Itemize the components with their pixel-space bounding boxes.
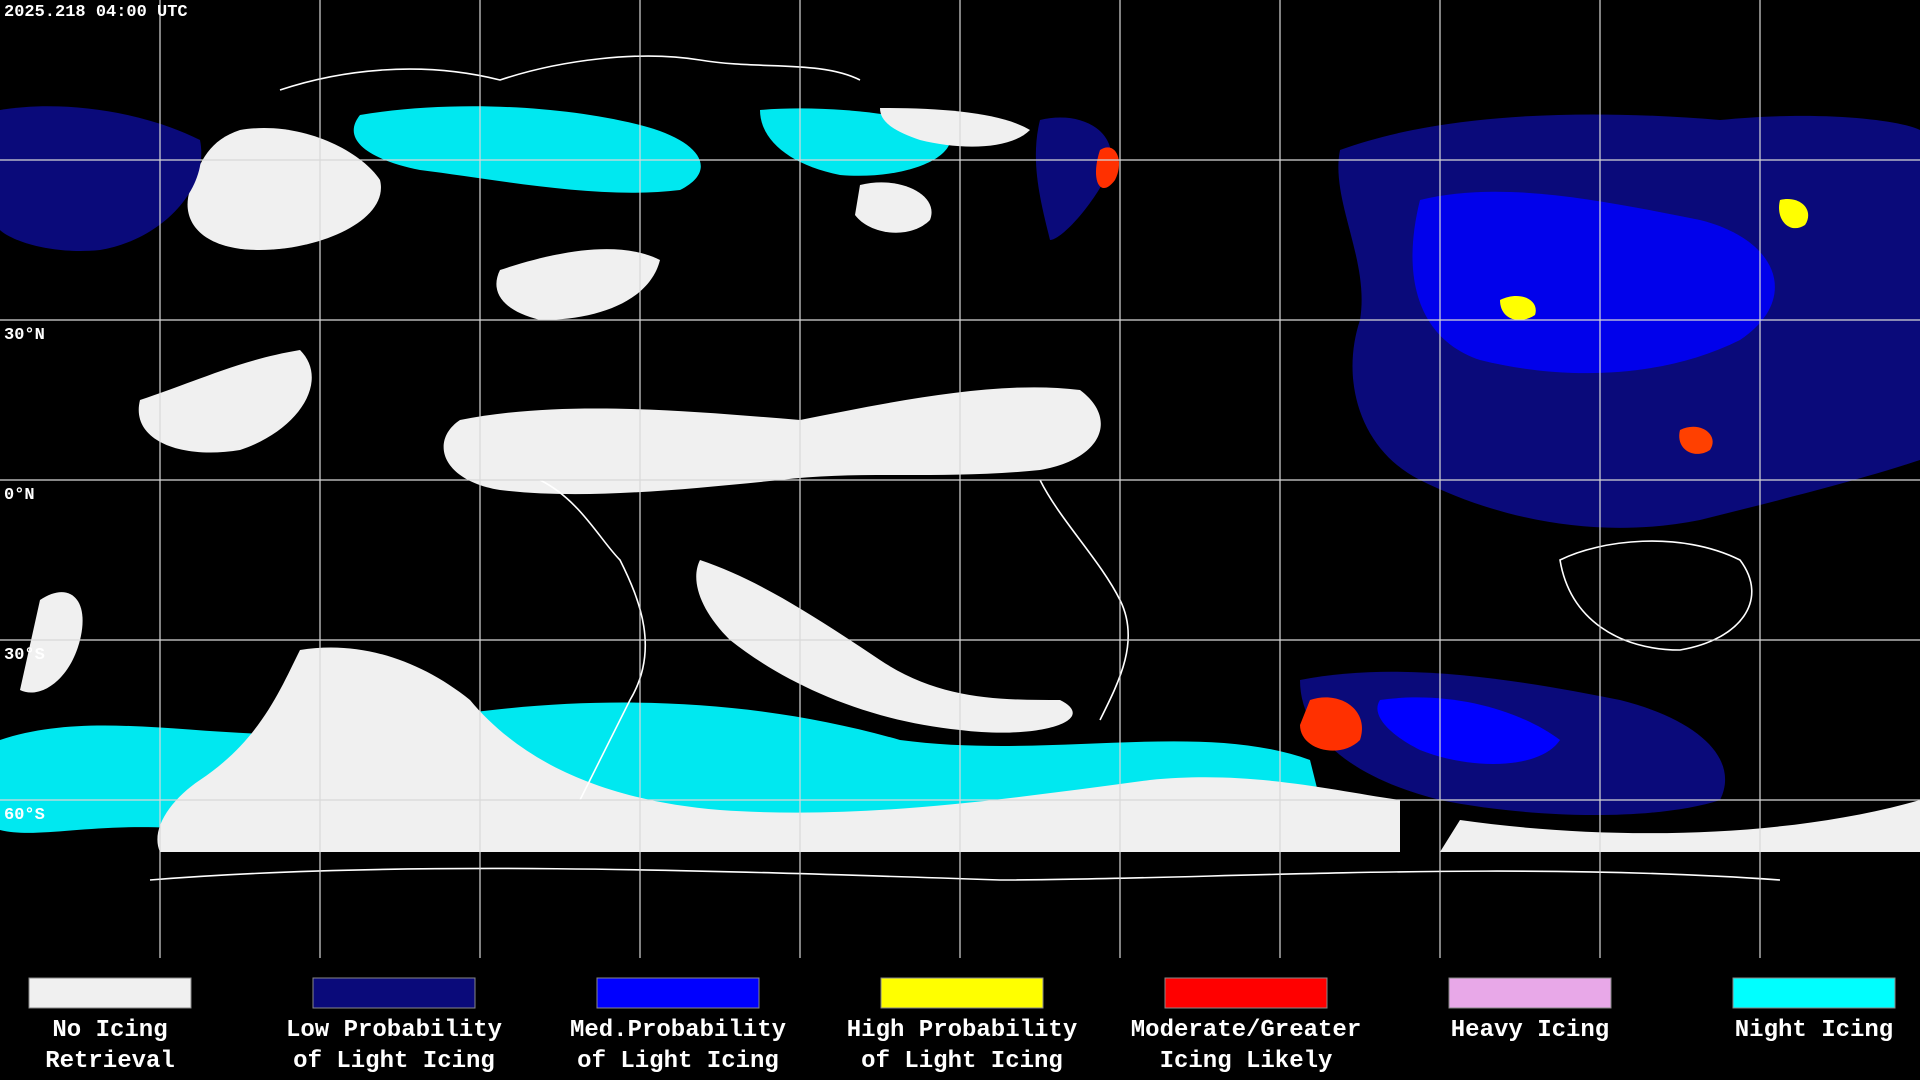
latitude-label: 0°N [4, 486, 35, 505]
legend-label: Retrieval [45, 1048, 175, 1075]
legend-label: of Light Icing [293, 1048, 495, 1075]
no-icing-area [157, 647, 1401, 852]
low-probability-area [0, 106, 202, 251]
legend-label: Low Probability [286, 1017, 502, 1044]
no-icing-area [1440, 800, 1920, 852]
medium-probability-area [1412, 191, 1775, 374]
high-probability-area [1500, 295, 1536, 320]
coastline [149, 867, 1781, 881]
legend-swatch [28, 977, 192, 1009]
legend-swatch [1732, 977, 1896, 1009]
legend-label: Moderate/Greater [1131, 1017, 1361, 1044]
graticule [0, 0, 1920, 958]
legend-label: Night Icing [1735, 1017, 1893, 1044]
night-icing-area [353, 106, 701, 193]
legend-label: Icing Likely [1160, 1048, 1333, 1075]
legend-label: No Icing [52, 1017, 167, 1044]
legend-swatch [312, 977, 476, 1009]
legend-swatch [596, 977, 760, 1009]
no-icing-area [443, 387, 1101, 495]
latitude-label: 30°S [4, 646, 45, 665]
no-icing-area [880, 108, 1030, 147]
no-icing-area [138, 350, 312, 453]
legend-label: Med.Probability [570, 1017, 786, 1044]
no-icing-area [20, 592, 83, 693]
moderate-icing-area [1300, 697, 1362, 751]
moderate-icing-area [1679, 426, 1713, 454]
no-icing-area [496, 249, 660, 320]
cloud-field [0, 106, 1920, 852]
legend-label: High Probability [847, 1017, 1077, 1044]
legend-swatch [1448, 977, 1612, 1009]
legend-label: Heavy Icing [1451, 1017, 1609, 1044]
legend: No Icing Retrieval Low Probability of Light… [28, 977, 1896, 1075]
coastline [539, 479, 647, 801]
latitude-label: 30°N [4, 326, 45, 345]
medium-probability-area [1377, 697, 1560, 764]
coastline [279, 55, 861, 91]
timestamp: 2025.218 04:00 UTC [4, 3, 188, 22]
no-icing-area [187, 128, 381, 250]
latitude-labels: 30°N 0°N 30°S 60°S [4, 326, 45, 825]
no-icing-area [855, 182, 932, 233]
latitude-label: 60°S [4, 806, 45, 825]
legend-label: of Light Icing [577, 1048, 779, 1075]
low-probability-area [1035, 117, 1112, 240]
legend-swatch [1164, 977, 1328, 1009]
no-icing-area [696, 560, 1073, 733]
high-probability-area [1779, 199, 1809, 229]
legend-swatch [880, 977, 1044, 1009]
legend-label: of Light Icing [861, 1048, 1063, 1075]
moderate-icing-area [1095, 147, 1120, 189]
